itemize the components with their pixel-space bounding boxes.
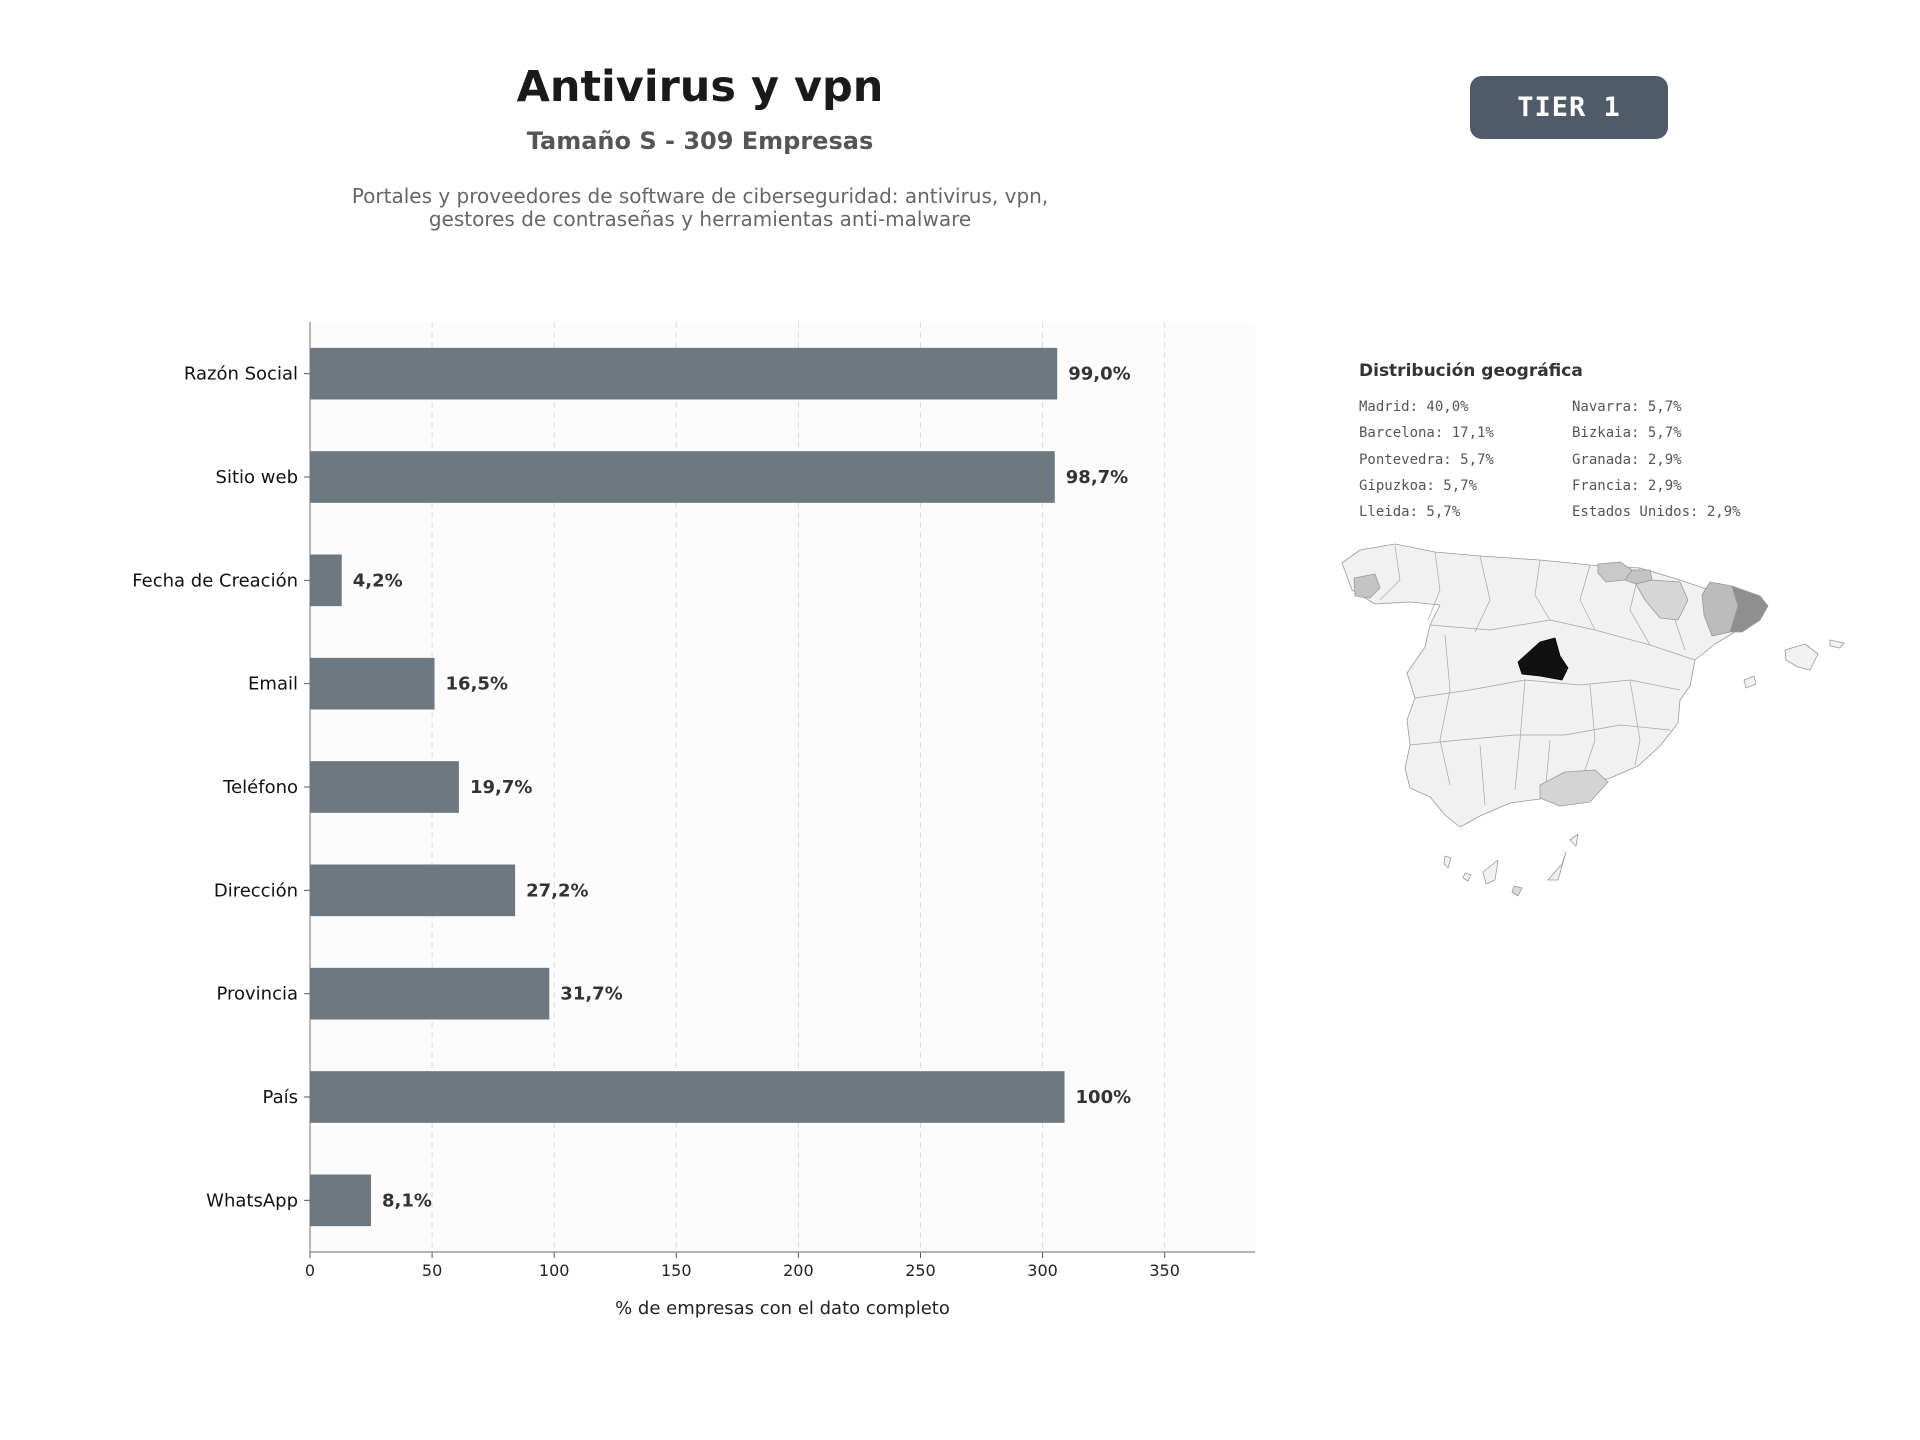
tier-badge: TIER 1: [1470, 76, 1668, 139]
x-tick-label: 350: [1149, 1261, 1180, 1280]
page-subtitle: Tamaño S - 309 Empresas: [526, 127, 874, 155]
category-label: Provincia: [216, 984, 298, 1005]
bar: [310, 657, 435, 710]
category-label: Dirección: [214, 880, 298, 901]
map-canary-4: [1511, 885, 1523, 897]
category-label: Email: [248, 674, 298, 695]
data-label: 31,7%: [560, 984, 622, 1005]
map-region-barcelona: [1729, 585, 1769, 633]
map-region-granada: [1539, 769, 1609, 807]
geo-entry: Lleida: 5,7%: [1359, 504, 1461, 521]
x-tick-label: 100: [539, 1261, 570, 1280]
data-label: 16,5%: [446, 674, 508, 695]
map-canary-6: [1569, 833, 1579, 847]
bar: [310, 347, 1058, 400]
category-label: Teléfono: [222, 777, 298, 798]
x-tick-label: 300: [1027, 1261, 1058, 1280]
category-label: WhatsApp: [206, 1190, 298, 1211]
bar: [310, 967, 550, 1020]
geo-entry: Bizkaia: 5,7%: [1572, 425, 1682, 442]
x-tick-label: 200: [783, 1261, 814, 1280]
completeness-bar-chart: 0 50 100 150 200 250 300 350 Razón Social 99,0% Si…: [132, 322, 1255, 1319]
map-region-navarra: [1635, 579, 1689, 621]
data-label: 27,2%: [526, 880, 588, 901]
map-canary-3: [1482, 859, 1499, 885]
category-label: Sitio web: [216, 467, 298, 488]
geo-distribution-list: Madrid: 40,0% Navarra: 5,7% Barcelona: 1…: [1359, 399, 1789, 530]
x-tick-label: 0: [305, 1261, 315, 1280]
x-tick-label: 150: [661, 1261, 692, 1280]
data-label: 98,7%: [1066, 467, 1128, 488]
x-tick-label: 50: [422, 1261, 442, 1280]
bar: [310, 554, 342, 607]
map-canary-2: [1462, 872, 1472, 882]
geo-entry: Francia: 2,9%: [1572, 477, 1682, 494]
map-balearic-mallorca: [1784, 643, 1819, 671]
data-label: 4,2%: [353, 570, 403, 591]
map-balearic-menorca: [1829, 639, 1845, 649]
data-label: 100%: [1076, 1087, 1132, 1108]
geo-entry: Barcelona: 17,1%: [1359, 425, 1494, 442]
description-line: gestores de contraseñas y herramientas a…: [428, 207, 972, 231]
category-label: Fecha de Creación: [132, 570, 298, 591]
map-canary-5: [1547, 851, 1567, 881]
map-balearic-ibiza: [1743, 675, 1757, 689]
page-title: Antivirus y vpn: [516, 62, 884, 112]
page-description: Portales y proveedores de software de ci…: [0, 185, 1400, 231]
map-region-madrid: [1517, 637, 1569, 681]
data-label: 19,7%: [470, 777, 532, 798]
category-label: País: [263, 1087, 298, 1108]
bar: [310, 1174, 372, 1227]
geo-entry: Navarra: 5,7%: [1572, 399, 1682, 415]
data-label: 8,1%: [382, 1190, 432, 1211]
description-line: Portales y proveedores de software de ci…: [351, 184, 1049, 208]
geo-entry: Estados Unidos: 2,9%: [1572, 504, 1741, 521]
x-axis-label: % de empresas con el dato completo: [615, 1298, 950, 1319]
data-label: 99,0%: [1068, 364, 1130, 385]
spain-choropleth-map: [1341, 543, 1845, 897]
geo-entry: Madrid: 40,0%: [1359, 399, 1469, 415]
map-canary-1: [1443, 855, 1452, 869]
category-label: Razón Social: [184, 364, 298, 385]
geo-distribution-title: Distribución geográfica: [1359, 361, 1583, 381]
bar: [310, 864, 516, 917]
map-region-pontevedra: [1353, 573, 1381, 599]
geo-entry: Gipuzkoa: 5,7%: [1359, 477, 1478, 494]
bar: [310, 761, 459, 813]
bar: [310, 451, 1055, 503]
geo-entry: Pontevedra: 5,7%: [1359, 451, 1494, 468]
x-tick-label: 250: [905, 1261, 936, 1280]
bar: [310, 1071, 1065, 1123]
geo-entry: Granada: 2,9%: [1572, 451, 1682, 468]
